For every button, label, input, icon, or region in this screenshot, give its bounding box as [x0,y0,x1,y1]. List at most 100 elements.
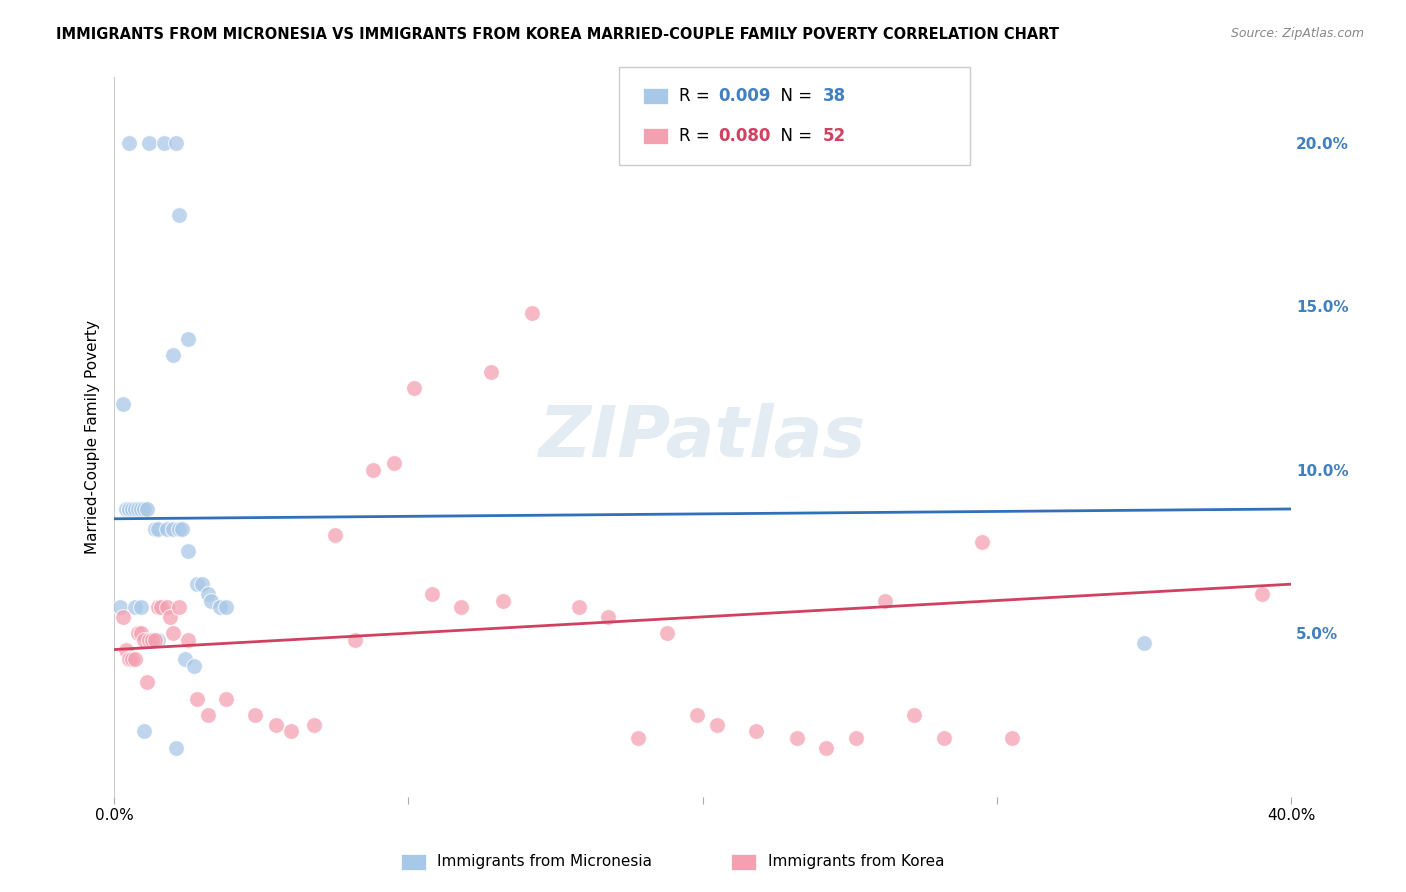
Point [167,600,190,615]
Point [197,587,219,601]
Point [167,208,190,222]
Point [127,502,149,516]
Point [111,397,134,411]
Point [118,652,141,666]
Point [200,593,222,607]
Text: 38: 38 [823,87,845,105]
Point [323,528,346,542]
Text: Immigrants from Korea: Immigrants from Korea [768,855,945,869]
Point [657,626,679,640]
Point [450,600,472,615]
Point [127,626,149,640]
Point [344,632,367,647]
Point [177,544,200,558]
Point [124,600,146,615]
Point [568,600,591,615]
Point [115,502,138,516]
Point [124,652,146,666]
Point [132,502,155,516]
Point [215,691,238,706]
Text: R =: R = [679,127,716,145]
Point [162,626,184,640]
Text: N =: N = [770,127,818,145]
Point [162,348,184,362]
Point [404,381,426,395]
Point [209,600,232,615]
Point [1250,587,1272,601]
Point [520,306,543,320]
Point [1000,731,1022,745]
Point [786,731,808,745]
Point [129,626,152,640]
Point [598,610,620,624]
Point [118,136,141,150]
Point [138,632,160,647]
Text: 0.009: 0.009 [718,87,770,105]
Point [686,708,709,723]
Point [932,731,955,745]
Y-axis label: Married-Couple Family Poverty: Married-Couple Family Poverty [86,320,100,554]
Point [138,136,160,150]
Point [972,534,994,549]
Text: Immigrants from Micronesia: Immigrants from Micronesia [437,855,652,869]
Point [156,522,179,536]
Point [304,718,326,732]
Point [420,587,443,601]
Point [108,600,131,615]
Text: IMMIGRANTS FROM MICRONESIA VS IMMIGRANTS FROM KOREA MARRIED-COUPLE FAMILY POVERT: IMMIGRANTS FROM MICRONESIA VS IMMIGRANTS… [56,27,1059,42]
Point [121,652,143,666]
Point [197,708,219,723]
Point [145,632,167,647]
Point [145,522,167,536]
Point [111,610,134,624]
Point [150,600,173,615]
Point [491,593,513,607]
Point [186,691,208,706]
Point [129,502,152,516]
Point [170,522,193,536]
Point [815,740,838,755]
Point [121,502,143,516]
Point [115,642,138,657]
Text: ZIPatlas: ZIPatlas [538,402,866,472]
Point [177,632,200,647]
Point [153,136,176,150]
Point [156,600,179,615]
Point [903,708,925,723]
Text: 52: 52 [823,127,845,145]
Point [245,708,267,723]
Point [280,724,302,739]
Point [186,577,208,591]
Point [159,610,181,624]
Point [627,731,650,745]
Point [165,136,187,150]
Point [141,632,163,647]
Point [264,718,287,732]
Point [191,577,214,591]
Point [1133,636,1156,650]
Point [167,522,190,536]
Point [165,740,187,755]
Point [148,522,170,536]
Point [162,522,184,536]
Point [129,600,152,615]
Point [124,502,146,516]
Point [135,675,157,690]
Point [215,600,238,615]
Point [382,456,405,470]
Point [132,724,155,739]
Point [361,463,384,477]
Point [132,632,155,647]
Point [744,724,766,739]
Point [183,659,205,673]
Point [118,502,141,516]
Text: Source: ZipAtlas.com: Source: ZipAtlas.com [1230,27,1364,40]
Point [845,731,868,745]
Point [135,502,157,516]
Point [706,718,728,732]
Point [177,332,200,346]
Point [873,593,896,607]
Text: 0.080: 0.080 [718,127,770,145]
Point [148,632,170,647]
Point [148,600,170,615]
